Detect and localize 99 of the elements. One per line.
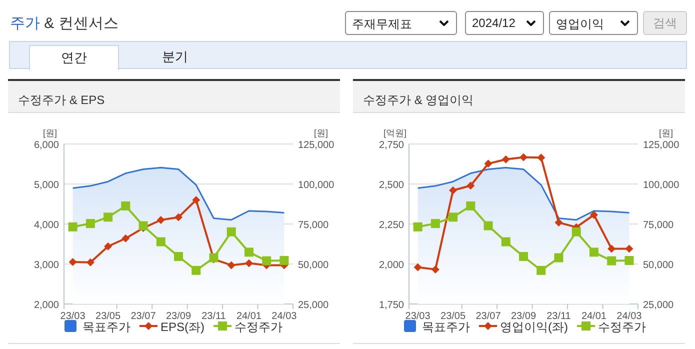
point [262,256,272,266]
point [519,252,528,261]
point [86,219,95,228]
point [192,266,201,275]
point [625,244,634,253]
text: 연간 [29,45,119,70]
point [68,222,78,232]
text: 2024/12 [472,16,516,30]
point [413,222,422,232]
y-tick-label: 2,750 [378,140,404,151]
point [104,212,113,222]
point [502,155,510,164]
x-tick-label: 23/03 [405,311,431,322]
y2-tick-label: 25,000 [298,300,330,311]
x-tick-label: 23/11 [202,311,226,322]
point [174,252,183,261]
point [537,154,546,162]
point [448,212,458,222]
y2-tick-label: 25,000 [643,300,674,311]
point [449,186,458,194]
point [244,248,254,257]
x-tick-label: 23/09 [510,311,536,322]
legend-label: 수정주가 [234,320,283,334]
y2-axis-title: [원] [658,128,674,138]
point [624,256,634,265]
text: 영업이익 [556,17,604,31]
point [156,216,165,224]
point [520,153,528,162]
legend-label: 수정주가 [598,320,646,334]
y-tick-label: 2,250 [378,220,404,231]
legend-label: 영업이익(좌) [500,320,568,334]
y-axis-title: [억원] [383,128,407,138]
point [431,265,440,274]
point [227,261,236,270]
point [572,227,581,236]
point [484,160,492,168]
point [430,219,440,228]
y2-tick-label: 75,000 [643,220,674,231]
y2-tick-label: 125,000 [298,140,335,151]
y-tick-label: 2,000 [34,300,60,311]
point [501,237,510,246]
point [244,259,253,268]
point [554,253,564,262]
point [536,266,546,275]
x-tick-label: 23/09 [166,311,192,322]
point [138,221,148,230]
y-tick-label: 5,000 [34,180,60,191]
y2-tick-label: 125,000 [643,140,680,151]
y2-axis-title: [원] [314,128,328,138]
point [280,256,289,265]
point [607,256,616,266]
y-tick-label: 6,000 [34,140,60,151]
point [192,196,200,204]
point [484,221,493,230]
y-tick-label: 3,000 [34,260,60,271]
x-tick-label: 23/07 [130,311,156,322]
point [122,234,130,242]
chart-title: 수정주가 & 영업이익 [353,81,685,113]
y-tick-label: 1,750 [378,300,404,311]
y-axis-title: [원] [42,128,58,138]
point [414,263,422,272]
legend-label: EPS(좌) [160,320,205,334]
text: 검색 [643,11,687,35]
x-tick-label: 24/01 [236,311,262,322]
y2-tick-label: 100,000 [298,180,335,191]
point [608,244,616,253]
point [121,201,130,210]
x-tick-label: 23/05 [96,311,121,322]
point [68,258,77,266]
y-tick-label: 2,000 [378,260,404,271]
x-tick-label: 23/05 [440,311,466,322]
point [589,248,598,257]
point [226,227,236,236]
y2-tick-label: 100,000 [643,180,680,191]
text: 분기 [161,48,189,66]
x-tick-label: 24/03 [616,311,642,322]
y2-tick-label: 75,000 [298,220,330,231]
text: 주가 & 컨센서스 [10,15,118,32]
x-tick-label: 23/03 [60,311,86,322]
y-tick-label: 2,500 [378,180,404,191]
x-tick-label: 24/03 [272,311,298,322]
point [104,242,112,250]
legend-label: 목표주가 [422,320,470,334]
x-tick-label: 23/07 [476,311,502,322]
y2-tick-label: 50,000 [643,260,674,271]
x-tick-label: 24/01 [581,311,607,322]
point [590,210,598,219]
text: 주재무제표 [352,17,412,31]
point [554,218,563,227]
point [174,213,182,222]
point [156,237,166,246]
legend-label: 목표주가 [82,320,130,334]
point [86,258,94,266]
point [466,201,476,210]
x-tick-label: 23/11 [546,311,572,322]
chart-title: 수정주가 & EPS [8,81,340,113]
point [466,182,475,190]
y2-tick-label: 50,000 [298,260,330,271]
y-tick-label: 4,000 [34,220,60,231]
